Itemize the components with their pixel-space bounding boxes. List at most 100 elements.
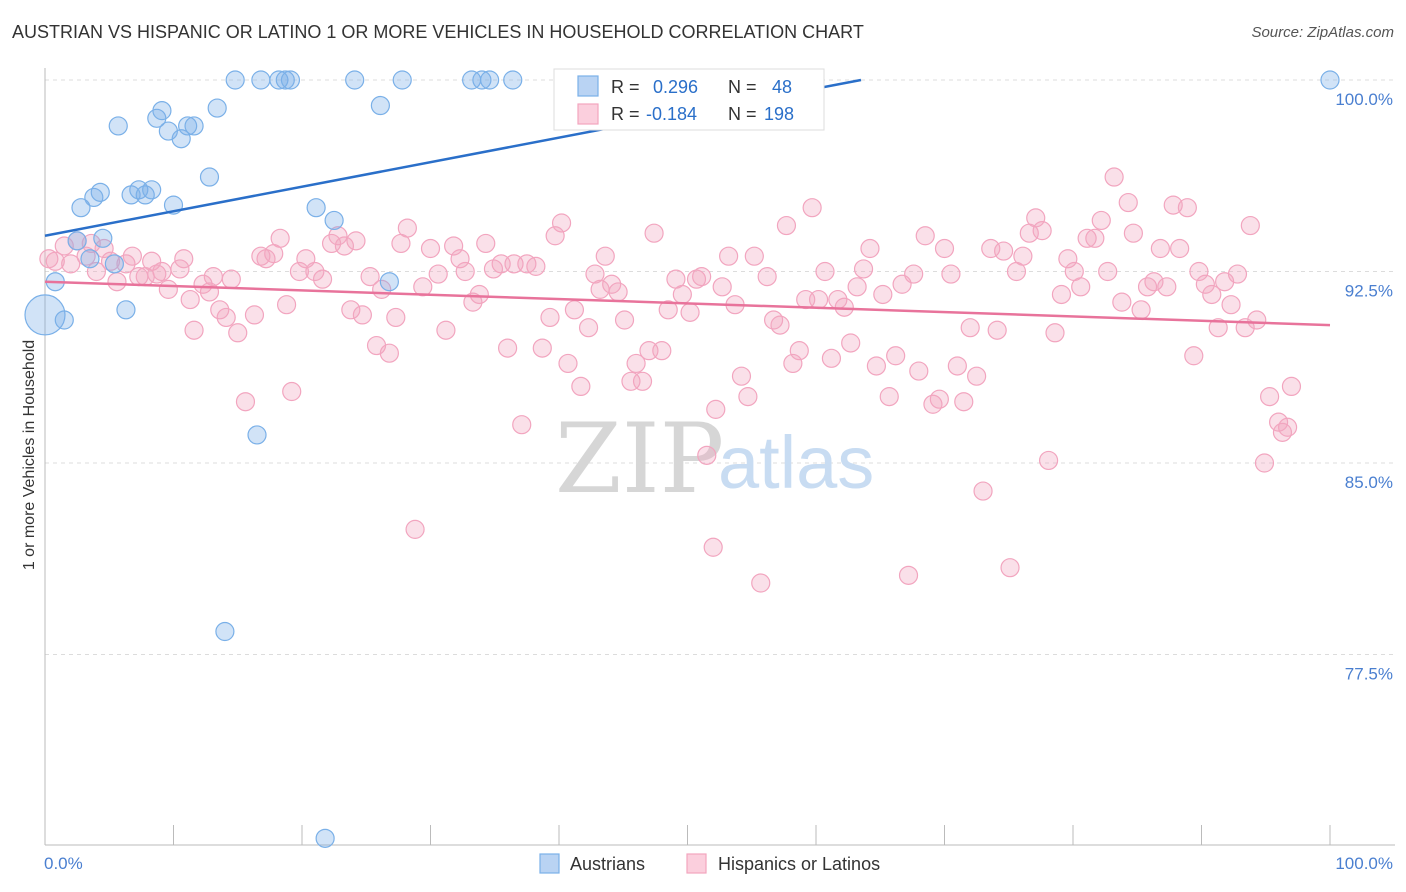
austrian-point — [108, 116, 128, 136]
hispanic-point — [1177, 198, 1197, 218]
hispanic-point — [873, 284, 893, 305]
hispanic-point — [909, 361, 929, 381]
hispanic-point — [614, 310, 635, 330]
hispanic-point — [1112, 292, 1132, 312]
hispanic-point — [1051, 284, 1072, 305]
hispanic-point — [1221, 295, 1241, 315]
legend-austrians-swatch — [539, 853, 560, 874]
hispanics-trend-line — [44, 280, 1331, 327]
chart-title: AUSTRIAN VS HISPANIC OR LATINO 1 OR MORE… — [12, 22, 864, 42]
hispanic-point — [644, 223, 664, 243]
hispanic-point — [1281, 376, 1302, 396]
hispanic-point — [763, 310, 784, 330]
hispanic-point — [602, 274, 622, 294]
hispanic-point — [1104, 167, 1124, 187]
hispanic-point — [526, 256, 546, 276]
hispanic-point — [680, 302, 700, 322]
hispanic-point — [1144, 272, 1164, 292]
austrian-point — [93, 228, 113, 248]
hispanic-point — [1118, 192, 1138, 213]
hispanic-point — [469, 284, 489, 305]
hispanic-point — [463, 292, 483, 312]
hispanic-point — [282, 381, 302, 402]
austrian-point — [280, 70, 301, 90]
austrian-point — [370, 95, 390, 116]
hispanic-point — [994, 241, 1014, 261]
hispanic-point — [352, 305, 372, 325]
hispanic-point — [1091, 210, 1111, 231]
austrian-point — [225, 70, 245, 90]
hispanic-point — [923, 394, 943, 414]
hispanic-point — [879, 387, 899, 407]
chart-source: Source: ZipAtlas.com — [1251, 24, 1394, 41]
austrian-point — [84, 187, 104, 208]
hispanic-point — [341, 300, 361, 320]
hispanic-point — [210, 300, 230, 320]
hispanic-point — [420, 238, 441, 259]
austrian-point — [90, 182, 110, 202]
hispanic-point — [929, 389, 949, 409]
hispanic-point — [672, 284, 692, 305]
hispanic-point — [987, 320, 1007, 340]
hispanic-point — [841, 333, 861, 353]
hispanic-point — [1098, 261, 1118, 282]
x-tick-label: 100.0% — [1335, 854, 1393, 873]
hispanic-point — [152, 261, 172, 282]
austrian-point — [247, 425, 267, 445]
hispanic-point — [808, 289, 829, 310]
hispanic-point — [203, 267, 223, 287]
hispanic-point — [1184, 346, 1204, 366]
hispanic-point — [1260, 387, 1280, 407]
hispanic-point — [184, 320, 204, 340]
hispanic-point — [860, 238, 880, 259]
austrian-point — [379, 272, 399, 292]
austrian-point — [392, 70, 412, 90]
hispanic-point — [744, 246, 764, 266]
austrian-point — [345, 70, 365, 90]
hispanic-point — [1240, 215, 1260, 236]
hispanic-point — [360, 267, 380, 287]
hispanic-point — [244, 305, 265, 325]
hispanic-point — [174, 249, 194, 269]
austrian-point — [24, 294, 66, 336]
hispanic-point — [386, 307, 406, 328]
hispanic-point — [1254, 453, 1275, 473]
hispanic-point — [270, 228, 290, 248]
hispanic-point — [706, 399, 726, 419]
hispanic-point — [712, 277, 732, 297]
austrian-point — [269, 70, 289, 90]
legend-austrians-label: Austrians — [570, 854, 645, 874]
hispanic-point — [947, 356, 967, 376]
axis-layer: 77.5% 85.0% 92.5% 100.0% 0.0% 100.0% — [44, 68, 1395, 873]
hispanic-point — [757, 267, 777, 287]
hispanic-point — [954, 392, 974, 412]
hispanic-point — [595, 246, 615, 266]
hispanic-point — [180, 289, 200, 310]
hispanic-point — [147, 264, 167, 284]
hispanic-point — [915, 226, 935, 246]
hispanic-point — [626, 353, 646, 374]
hispanic-point — [305, 261, 325, 282]
hispanic-point — [751, 573, 771, 593]
hispanic-point — [45, 251, 65, 271]
hispanic-point — [450, 249, 470, 269]
hispanic-point — [122, 246, 142, 266]
y-axis-label: 1 or more Vehicles in Household — [21, 340, 38, 570]
austrian-point — [1320, 70, 1340, 90]
hispanic-point — [498, 338, 518, 358]
hispanic-point — [1277, 417, 1298, 437]
austrian-point — [184, 116, 204, 136]
y-tick-label: 77.5% — [1345, 665, 1393, 684]
hispanic-point — [1247, 310, 1267, 330]
hispanic-point — [1000, 558, 1020, 578]
austrian-point — [275, 70, 295, 90]
austrian-point — [71, 198, 91, 218]
hispanic-point — [686, 269, 707, 289]
hispanic-point — [1032, 221, 1052, 241]
hispanic-point — [886, 346, 906, 366]
hispanic-point — [789, 341, 809, 361]
watermark-atlas: atlas — [718, 421, 874, 504]
hispanic-point — [312, 269, 333, 289]
hispanic-point — [652, 341, 672, 361]
